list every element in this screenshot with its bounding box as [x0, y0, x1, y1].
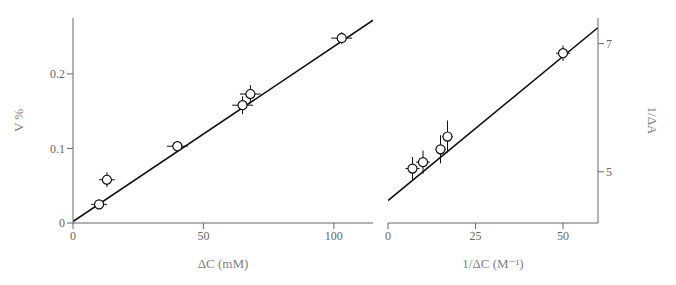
- svg-text:50: 50: [557, 229, 569, 243]
- svg-text:1/ΔA: 1/ΔA: [645, 107, 660, 135]
- svg-text:0: 0: [385, 229, 391, 243]
- svg-text:0: 0: [59, 216, 65, 230]
- svg-text:25: 25: [470, 229, 482, 243]
- svg-text:100: 100: [325, 229, 343, 243]
- svg-text:50: 50: [197, 229, 209, 243]
- svg-text:0.2: 0.2: [50, 67, 65, 81]
- svg-text:1/ΔC (M⁻¹): 1/ΔC (M⁻¹): [462, 256, 523, 271]
- svg-text:ΔC (mM): ΔC (mM): [198, 256, 249, 271]
- svg-text:0.1: 0.1: [50, 142, 65, 156]
- svg-text:7: 7: [606, 37, 612, 51]
- svg-text:5: 5: [606, 165, 612, 179]
- svg-text:0: 0: [70, 229, 76, 243]
- svg-text:V %: V %: [11, 109, 26, 132]
